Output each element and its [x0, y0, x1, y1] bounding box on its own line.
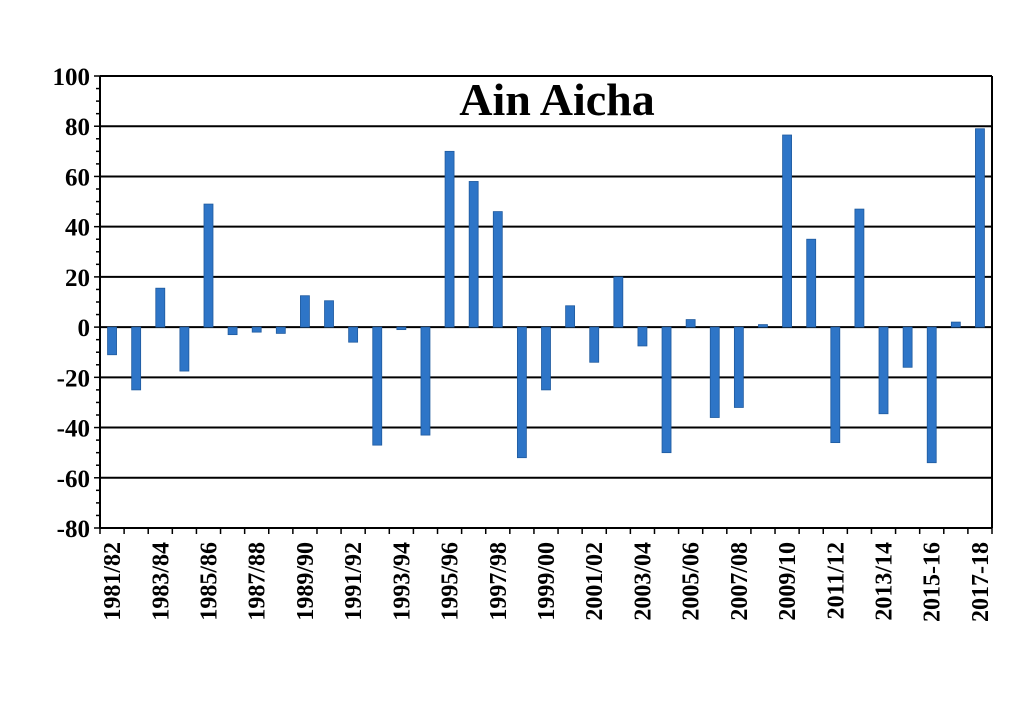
- bar: [107, 326, 117, 356]
- bar: [685, 319, 696, 328]
- bar: [854, 208, 865, 328]
- y-tick-label: 0: [78, 315, 91, 342]
- x-tick-label: 2017-18: [968, 542, 994, 622]
- bars: [107, 128, 985, 464]
- bar: [637, 326, 648, 347]
- y-tick-label: -40: [57, 416, 90, 443]
- y-tick-label: -80: [57, 516, 90, 543]
- x-tick-label: 1993/94: [389, 542, 415, 621]
- bar: [733, 326, 744, 408]
- x-tick-label: 2013/14: [872, 542, 898, 621]
- bar: [975, 128, 985, 328]
- bar: [251, 326, 262, 333]
- bar: [926, 326, 937, 464]
- x-tick-label: 2003/04: [630, 542, 656, 621]
- bar: [420, 326, 431, 436]
- x-tick-labels: 1981/82 1983/84 1985/86 1987/88 1989/90 1991/…: [100, 542, 994, 622]
- bar: [131, 326, 142, 391]
- bar: [709, 326, 720, 418]
- bar: [516, 326, 527, 459]
- y-tick-label: 60: [65, 164, 90, 191]
- bar: [324, 300, 334, 328]
- x-tick-label: 2009/10: [775, 542, 801, 621]
- y-tick-label: -20: [57, 365, 90, 392]
- x-tick-label: 1989/90: [293, 542, 319, 621]
- x-tick-label: 2015-16: [920, 542, 946, 622]
- x-tick-label: 1981/82: [100, 542, 126, 621]
- bar: [758, 324, 768, 328]
- bar: [492, 211, 503, 328]
- bar: [782, 134, 792, 328]
- x-tick-label: 1985/86: [196, 542, 222, 621]
- bar: [444, 150, 455, 328]
- bar: [372, 326, 383, 446]
- bar: [203, 203, 214, 328]
- x-tick-label: 2005/06: [679, 542, 705, 621]
- bar: [950, 321, 961, 328]
- x-tick-label: 1997/98: [486, 542, 512, 621]
- x-tick-label: 2011/12: [823, 542, 849, 619]
- bar: [179, 326, 190, 372]
- bar: [155, 287, 166, 328]
- y-tick-label: 80: [65, 114, 90, 141]
- y-tick-label: 40: [65, 215, 90, 242]
- bar: [227, 326, 238, 336]
- x-tick-label: 1983/84: [148, 542, 174, 621]
- x-tick-label: 2001/02: [582, 542, 608, 621]
- x-tick-label: 2007/08: [727, 542, 753, 621]
- x-tick-label: 1999/00: [534, 542, 560, 621]
- bar: [396, 326, 407, 331]
- bar: [348, 326, 359, 343]
- x-tick-label: 1987/88: [245, 542, 271, 621]
- bar: [565, 305, 576, 328]
- bar: [902, 326, 913, 368]
- bar: [275, 326, 286, 334]
- bar: [589, 326, 600, 363]
- x-tick-label: 1991/92: [341, 542, 367, 621]
- bar: [830, 326, 841, 444]
- bar: [661, 326, 672, 454]
- bar: [468, 181, 479, 328]
- bar: [300, 295, 310, 328]
- chart-title: Ain Aicha: [459, 74, 655, 125]
- x-tick-label: 1995/96: [438, 542, 464, 621]
- bar: [878, 326, 889, 415]
- y-tick-label: -60: [57, 466, 90, 493]
- y-tick-label: 20: [65, 265, 90, 292]
- y-tick-label: 100: [53, 64, 91, 91]
- bar: [613, 276, 624, 328]
- axes: [94, 75, 993, 534]
- y-tick-labels: 100 80 60 40 20 0 -20 -40 -60 -80: [53, 64, 91, 543]
- bar: [806, 238, 817, 328]
- bar: [541, 326, 551, 391]
